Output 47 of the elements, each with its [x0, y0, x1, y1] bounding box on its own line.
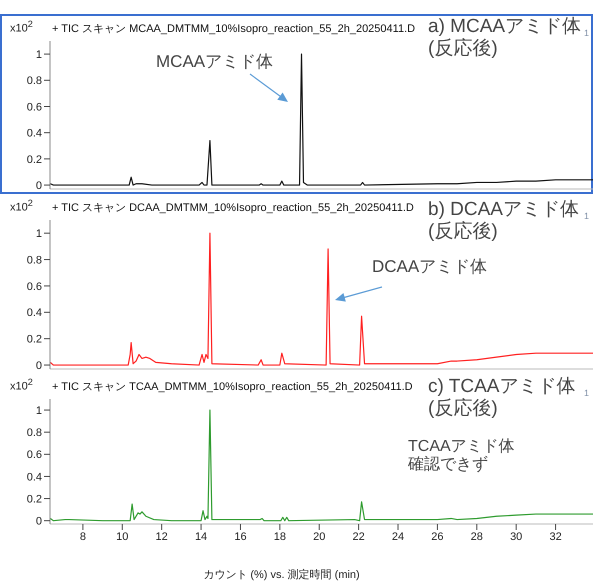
y-tick-label: 1	[36, 49, 42, 61]
y-tick-label: 0.4	[26, 471, 42, 484]
x-tick-label: 12	[156, 530, 168, 543]
x-tick-label: 18	[274, 530, 286, 543]
chart-title: + TIC スキャン MCAA_DMTMM_10%Isopro_reaction_55_2h_20250411.D	[52, 22, 416, 36]
x-tick-label: 10	[116, 530, 128, 543]
y-tick-label: 0.2	[26, 493, 42, 506]
y-tick-label: 0.8	[26, 75, 42, 88]
y-tick-label: 0.6	[26, 101, 42, 114]
y-tick-label: 1	[36, 404, 42, 417]
y-tick-label: 0	[36, 516, 42, 528]
y-tick-label: 0.8	[26, 254, 42, 266]
annotation: a) MCAAアミド体 (反応後)	[428, 16, 582, 60]
annotation: TCAAアミド体確認できず	[408, 438, 516, 475]
x-tick-label: 22	[352, 530, 365, 543]
x-tick-label: 30	[510, 530, 522, 543]
x-axis-title: カウント (%) vs. 測定時間 (min)	[202, 568, 361, 581]
y-axis-title: x10$^{2}$	[10, 377, 33, 393]
x-tick-label: 32	[549, 530, 562, 543]
y-tick-label: 0.4	[26, 307, 42, 320]
y-tick-label: 1	[36, 228, 42, 240]
y-tick-label: 0.6	[26, 280, 42, 293]
y-tick-label: 0	[36, 360, 42, 372]
annotation: MCAAアミド体	[156, 52, 274, 72]
y-tick-label: 0.2	[26, 154, 42, 166]
y-axis-title: x10$^{2}$	[10, 198, 33, 214]
y-tick-label: 0	[36, 180, 42, 192]
y-tick-label: 0.2	[26, 334, 42, 346]
text: 1	[584, 388, 590, 398]
x-tick-label: 14	[194, 530, 208, 543]
annotation: 1	[584, 211, 590, 222]
x-tick-label: 26	[431, 530, 444, 543]
x-tick-label: 8	[80, 530, 86, 543]
annotation: c) TCAAアミド体 (反応後)	[428, 376, 576, 420]
y-tick-label: 0.4	[26, 128, 42, 140]
x-tick-label: 24	[392, 530, 404, 543]
text: 1	[584, 28, 590, 38]
y-axis-title: x10$^{2}$	[10, 19, 33, 35]
chart-title: + TIC スキャン DCAA_DMTMM_10%Isopro_reaction_55_2h_20250411.D	[52, 201, 414, 215]
x-tick-label: 20	[313, 530, 326, 543]
y-tick-label: 0.8	[26, 427, 42, 440]
chart-title: + TIC スキャン TCAA_DMTMM_10%Isopro_reaction_55_2h_20250411.D	[52, 380, 413, 394]
x-tick-label: 28	[470, 530, 483, 543]
x-tick-label: 16	[234, 530, 247, 543]
annotation: b) DCAAアミド体 (反応後)	[428, 199, 579, 243]
y-tick-label: 0.6	[26, 449, 42, 462]
annotation: DCAAアミド体	[372, 257, 488, 277]
